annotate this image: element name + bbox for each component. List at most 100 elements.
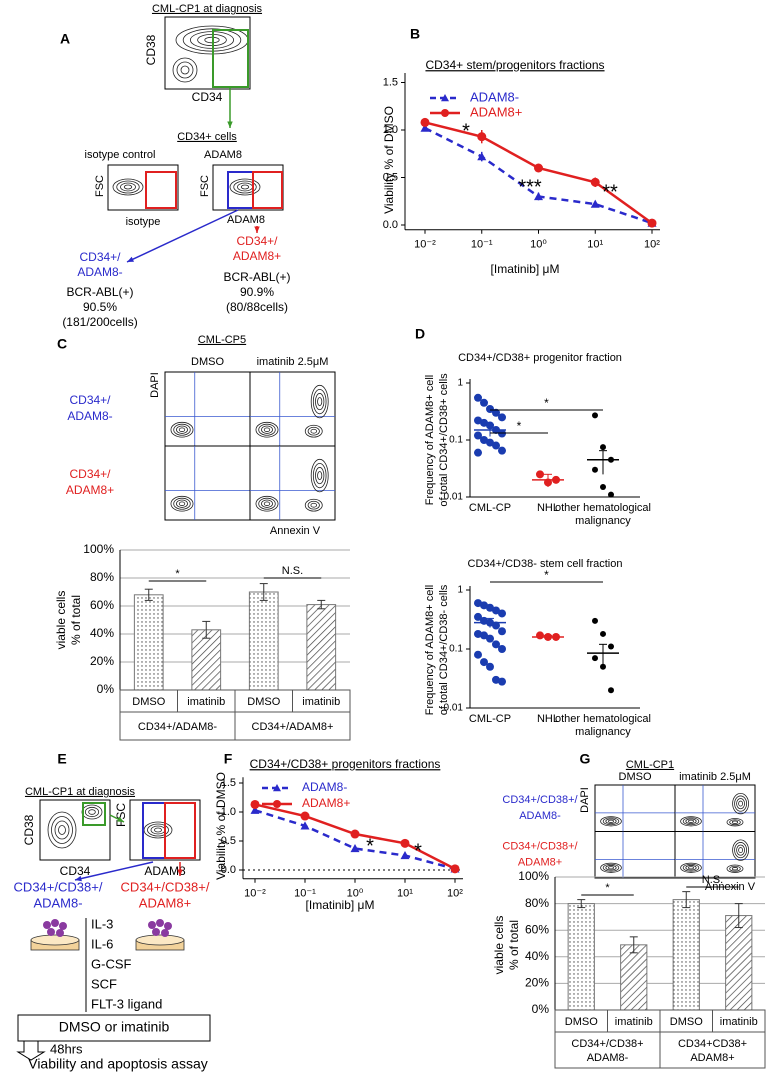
point — [600, 630, 606, 637]
x-tick-label: CML-CP — [468, 502, 512, 514]
flow-arrow — [16, 1040, 46, 1061]
assay: Viability and apoptosis assay — [28, 1056, 208, 1072]
y-tick-label: 100% — [83, 542, 114, 556]
contour — [310, 428, 317, 434]
contour — [726, 818, 744, 827]
x-tick-label: NHL — [536, 713, 559, 725]
y-tick-label: 1 — [457, 585, 463, 596]
y-tick-label: 0.5 — [383, 171, 398, 183]
bar — [306, 604, 337, 691]
treatment: DMSO or imatinib — [59, 1019, 170, 1035]
contour — [261, 499, 273, 508]
y-tick-label: 1.0 — [383, 124, 398, 136]
x-tick-label: 10² — [447, 888, 463, 900]
contour — [317, 471, 323, 481]
contour — [688, 819, 695, 823]
gate — [82, 802, 106, 826]
point — [486, 662, 494, 671]
marker — [400, 838, 410, 848]
marker — [534, 192, 543, 201]
contour — [147, 823, 169, 837]
arrow — [126, 209, 239, 263]
gate — [164, 802, 196, 859]
cytokine: IL-6 — [91, 936, 113, 951]
chart-title: CD34+/CD38+ progenitor fraction — [458, 352, 622, 364]
significance: * — [462, 120, 470, 142]
significance: ** — [602, 181, 618, 203]
contour — [178, 501, 186, 506]
marker — [250, 805, 260, 814]
gate — [145, 171, 177, 209]
contour — [685, 818, 697, 824]
y-tick-label: 20% — [90, 654, 114, 668]
point — [474, 431, 482, 440]
flow-plot — [39, 799, 111, 861]
y-axis-label: of total CD34+/CD38+ cells — [438, 373, 450, 507]
x-tick-label: 10⁻² — [244, 888, 266, 900]
significance: N.S. — [282, 565, 303, 577]
contour — [680, 862, 702, 873]
contour — [88, 809, 96, 815]
contour — [233, 180, 257, 194]
significance: * — [544, 396, 549, 410]
row-label: CD34+/ — [69, 393, 111, 407]
point — [498, 429, 506, 438]
marker — [350, 844, 360, 853]
y-axis-label: % of total — [507, 920, 521, 970]
arrow-head — [117, 816, 124, 822]
bar — [620, 944, 648, 1011]
marker — [450, 864, 460, 874]
point — [474, 448, 482, 457]
marker — [400, 851, 410, 860]
point — [474, 629, 482, 638]
cell — [152, 928, 160, 936]
point — [474, 416, 482, 425]
flow-plot — [164, 16, 251, 90]
y-tick-label: 60% — [525, 922, 549, 936]
x-tick-label: imatinib — [720, 1016, 758, 1028]
y-tick-label: 80% — [525, 896, 549, 910]
x-tick-label: 10⁻¹ — [294, 888, 316, 900]
x-tick-label: CML-CP — [468, 713, 512, 725]
legend-marker — [273, 784, 281, 792]
point — [536, 631, 544, 640]
label: CD34+/CD38+/ — [121, 879, 210, 894]
y-tick-label: 100% — [518, 869, 549, 883]
point — [498, 609, 506, 618]
bar — [248, 591, 279, 691]
row-label: CD34+/CD38+/ — [502, 841, 578, 853]
label: 48hrs — [50, 1041, 83, 1056]
contour — [170, 421, 194, 438]
contour — [47, 811, 77, 849]
y-tick-label: 20% — [525, 976, 549, 990]
column-label: DMSO — [191, 356, 224, 368]
contour — [600, 816, 622, 827]
contour — [680, 816, 702, 827]
point — [492, 606, 500, 615]
point — [486, 603, 494, 612]
contour — [173, 423, 191, 436]
point — [492, 640, 500, 649]
row-label: CD34+/ — [69, 467, 111, 481]
point — [608, 491, 614, 498]
marker — [420, 117, 430, 127]
point — [486, 438, 494, 447]
y-tick-label: 0.5 — [221, 835, 236, 847]
contour — [54, 820, 70, 840]
x-tick-label: 10¹ — [397, 888, 413, 900]
contour — [738, 800, 743, 807]
contour — [729, 865, 741, 872]
y-tick-label: 1.0 — [221, 806, 236, 818]
arrow — [74, 861, 154, 881]
y-tick-label: 0.0 — [383, 219, 398, 231]
point — [536, 470, 544, 479]
legend-marker — [441, 109, 449, 117]
point — [592, 466, 598, 473]
marker — [300, 811, 310, 821]
contour — [312, 462, 327, 489]
contour — [304, 498, 323, 512]
cell — [51, 919, 59, 927]
point — [608, 643, 614, 650]
label: 90.9% — [240, 285, 274, 299]
contour — [731, 867, 739, 871]
